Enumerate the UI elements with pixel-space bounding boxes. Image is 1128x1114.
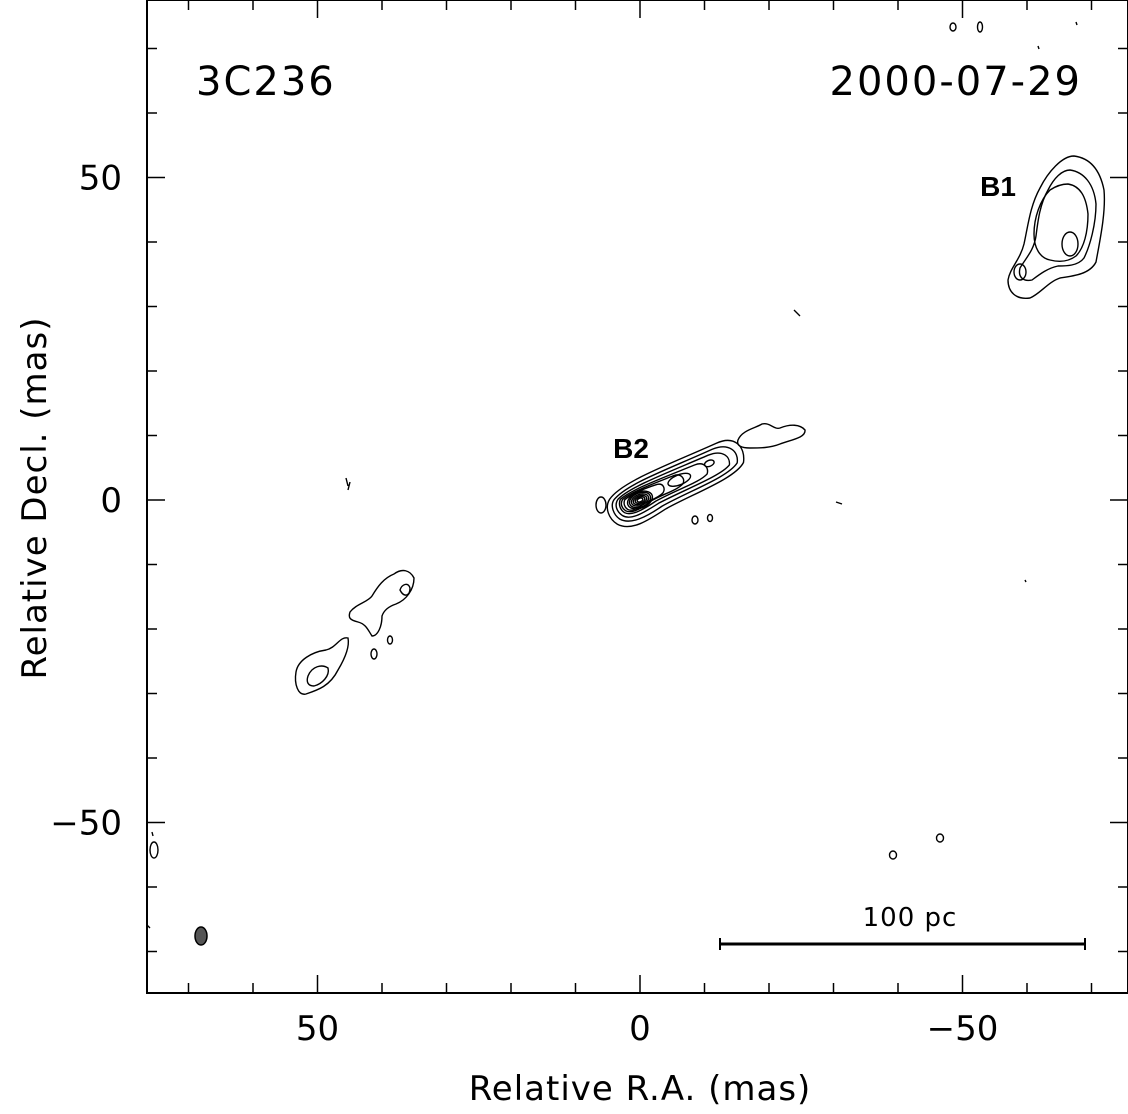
contours-b1 <box>1007 155 1106 299</box>
contour-blob <box>146 21 1078 929</box>
y-tick-label: 50 <box>79 159 122 199</box>
contours-b2 <box>606 439 745 528</box>
x-tick-label: 0 <box>629 1009 651 1049</box>
contour-blob <box>370 648 378 660</box>
x-axis-label: Relative R.A. (mas) <box>469 1069 812 1109</box>
contour-blob <box>935 833 945 843</box>
component-label-b1: B1 <box>980 171 1016 202</box>
y-axis-label: Relative Decl. (mas) <box>15 317 55 680</box>
contour-blob <box>888 850 898 860</box>
contours-counterjet <box>306 665 329 687</box>
axis-ticks <box>147 0 1128 993</box>
contour-blob <box>595 496 607 514</box>
contours-b1 <box>1033 183 1089 262</box>
contour-blob <box>1061 231 1079 257</box>
contour-blob <box>949 22 957 32</box>
contour-blob <box>149 841 159 859</box>
contours-counterjet <box>294 637 350 695</box>
contour-blob <box>691 515 699 525</box>
contours-counterjet <box>399 583 411 596</box>
y-tick-labels: 50 0 −50 <box>50 159 122 844</box>
contour-blob <box>1013 263 1027 281</box>
scale-bar-label: 100 pc <box>863 903 958 933</box>
contours-b1 <box>1018 169 1097 282</box>
contours-jet-west <box>736 422 806 449</box>
observation-date-label: 2000-07-29 <box>830 59 1082 105</box>
beam-ellipse <box>194 926 208 946</box>
scale-bar <box>719 938 1086 950</box>
contour-blob <box>976 21 984 33</box>
contours-counterjet <box>348 569 415 637</box>
x-tick-label: −50 <box>927 1009 999 1049</box>
source-name-label: 3C236 <box>196 59 336 105</box>
contour-lines <box>146 21 1106 929</box>
component-label-b2: B2 <box>613 433 649 464</box>
plot-frame <box>146 0 1128 994</box>
contour-blob <box>706 513 714 523</box>
y-tick-label: 0 <box>100 481 122 521</box>
y-tick-label: −50 <box>50 804 122 844</box>
x-tick-label: 50 <box>296 1009 339 1049</box>
x-tick-labels: 50 0 −50 <box>296 1009 999 1049</box>
contour-blob <box>386 635 394 645</box>
